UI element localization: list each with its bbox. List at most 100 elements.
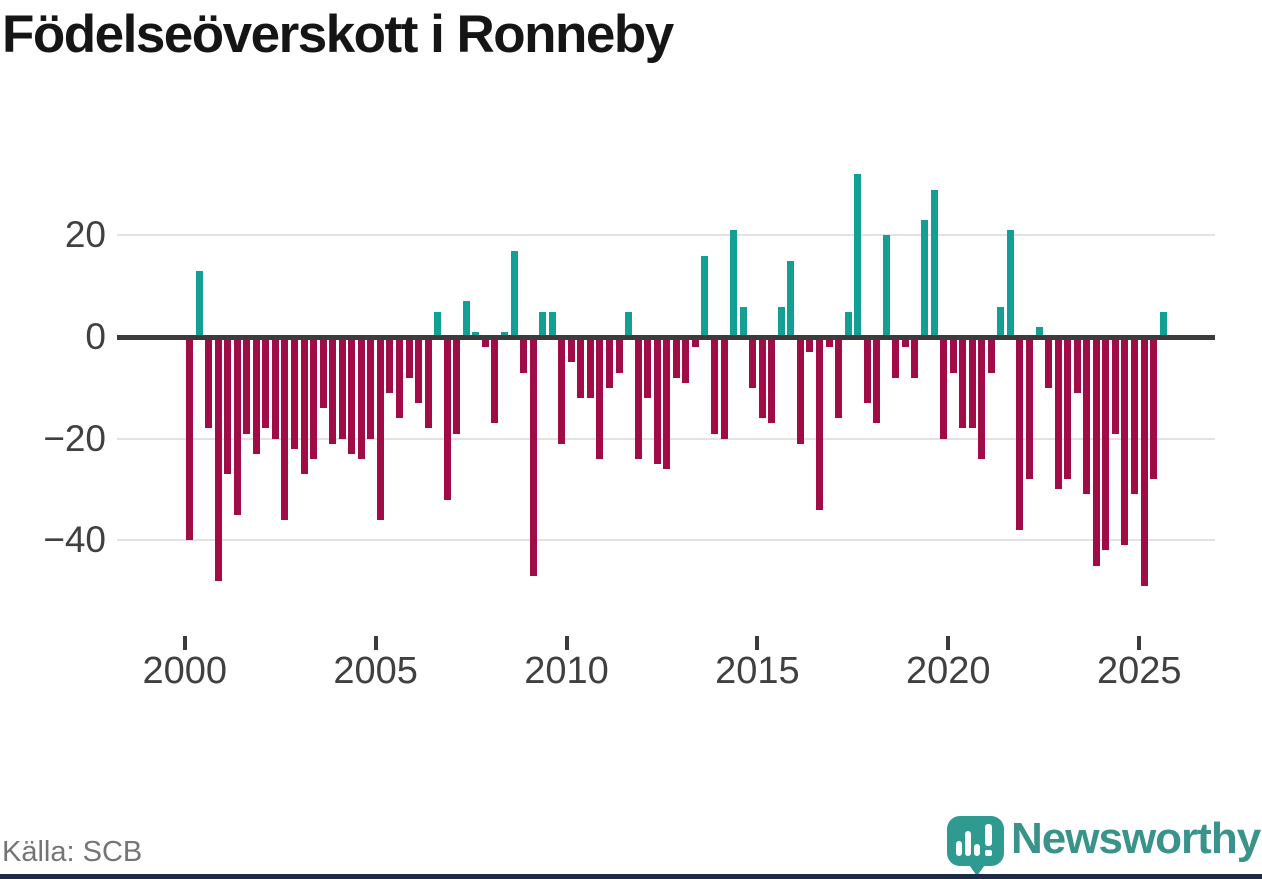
bar-2012q3 xyxy=(663,337,671,470)
bar-2011q1 xyxy=(605,337,613,388)
bar-2001q1 xyxy=(224,337,232,475)
bar-2004q3 xyxy=(357,337,365,459)
bar-2003q3 xyxy=(319,337,327,409)
logo-bubble-icon xyxy=(947,816,1004,866)
bar-2006q1 xyxy=(415,337,423,404)
bar-2015q1 xyxy=(758,337,766,419)
bar-2003q2 xyxy=(310,337,318,459)
bar-2008q2 xyxy=(500,331,508,337)
bar-2013q2 xyxy=(691,337,699,348)
bar-2007q3 xyxy=(472,331,480,337)
bar-2023q3 xyxy=(1083,337,1091,495)
x-axis-tick xyxy=(755,636,760,650)
bar-2007q1 xyxy=(453,337,461,434)
gridline xyxy=(117,234,1215,237)
bar-2020q2 xyxy=(959,337,967,429)
bar-2011q2 xyxy=(615,337,623,373)
bar-2015q3 xyxy=(777,306,785,337)
bar-2017q3 xyxy=(854,174,862,337)
bar-2022q2 xyxy=(1035,326,1043,337)
bar-2003q4 xyxy=(329,337,337,444)
bar-2016q1 xyxy=(796,337,804,444)
bar-2015q2 xyxy=(768,337,776,424)
bar-chart: 20 0 −20 −40 2000 2005 2010 2015 2020 2025 xyxy=(43,174,1215,692)
logo-chart-bar-icon xyxy=(974,844,980,856)
logo-exclamation-icon xyxy=(985,824,992,846)
bar-2018q2 xyxy=(882,235,890,337)
bar-2009q2 xyxy=(539,311,547,337)
bar-2014q4 xyxy=(749,337,757,388)
bar-2008q1 xyxy=(491,337,499,424)
bar-2005q2 xyxy=(386,337,394,393)
bar-2002q4 xyxy=(290,337,298,449)
bar-2001q2 xyxy=(233,337,241,515)
bar-2004q4 xyxy=(367,337,375,439)
page-title: Födelseöverskott i Ronneby xyxy=(2,5,674,64)
bar-2020q1 xyxy=(949,337,957,373)
bar-2021q2 xyxy=(997,306,1005,337)
bar-2006q4 xyxy=(443,337,451,500)
bar-2016q4 xyxy=(825,337,833,348)
logo-wordmark: Newsworthy xyxy=(1011,814,1261,863)
bottom-accent-bar xyxy=(0,874,1262,879)
bar-2005q1 xyxy=(376,337,384,520)
x-axis-tick xyxy=(1137,636,1142,650)
bar-2008q4 xyxy=(520,337,528,373)
zero-axis-line xyxy=(117,335,1215,340)
x-axis-tick xyxy=(373,636,378,650)
bar-2002q3 xyxy=(281,337,289,520)
x-axis-tick xyxy=(946,636,951,650)
bar-2002q1 xyxy=(262,337,270,429)
bar-2008q3 xyxy=(510,250,518,337)
bar-2019q2 xyxy=(920,220,928,337)
bar-2016q3 xyxy=(815,337,823,510)
bar-2000q1 xyxy=(186,337,193,541)
bar-2013q1 xyxy=(682,337,690,383)
bar-2020q3 xyxy=(968,337,976,429)
bar-2006q3 xyxy=(434,311,442,337)
bar-2017q2 xyxy=(844,311,852,337)
bar-2014q1 xyxy=(720,337,728,439)
bar-2019q4 xyxy=(940,337,948,439)
bar-2022q1 xyxy=(1025,337,1033,480)
x-axis-tick-label: 2025 xyxy=(1096,650,1182,692)
bar-2025q3 xyxy=(1159,311,1167,337)
bar-2012q4 xyxy=(672,337,680,378)
bar-2021q3 xyxy=(1006,230,1014,337)
logo-bubble-tail xyxy=(967,862,987,876)
bar-2012q1 xyxy=(644,337,652,398)
bar-2006q2 xyxy=(424,337,432,429)
bar-2014q2 xyxy=(730,230,738,337)
logo-exclamation-icon xyxy=(985,850,992,856)
gridline xyxy=(117,539,1215,542)
bar-2017q1 xyxy=(835,337,843,419)
bar-2000q2 xyxy=(195,270,203,337)
logo-chart-bar-icon xyxy=(965,831,971,856)
bar-2005q4 xyxy=(405,337,413,378)
bar-2025q2 xyxy=(1150,337,1158,480)
bar-2024q1 xyxy=(1102,337,1110,551)
bar-2010q4 xyxy=(596,337,604,459)
logo-chart-bar-icon xyxy=(956,841,962,856)
bar-2004q2 xyxy=(348,337,356,454)
y-axis-tick-label: −20 xyxy=(43,417,106,459)
bar-2018q4 xyxy=(901,337,909,348)
bar-2017q4 xyxy=(863,337,871,404)
bar-2005q3 xyxy=(395,337,403,419)
x-axis-tick-label: 2010 xyxy=(524,650,609,692)
bar-2025q1 xyxy=(1140,337,1148,586)
bar-2019q3 xyxy=(930,189,938,337)
bar-2010q3 xyxy=(586,337,594,398)
bar-2010q1 xyxy=(567,337,575,363)
bar-2009q1 xyxy=(529,337,537,576)
bar-2003q1 xyxy=(300,337,308,475)
bar-2010q2 xyxy=(577,337,585,398)
bar-2001q3 xyxy=(243,337,251,434)
x-axis-tick-label: 2020 xyxy=(906,650,991,692)
bar-2007q2 xyxy=(462,301,470,337)
y-axis-tick-label: 0 xyxy=(85,316,106,357)
bar-2011q4 xyxy=(634,337,642,459)
bar-2000q4 xyxy=(214,337,222,581)
bar-2020q4 xyxy=(978,337,986,459)
